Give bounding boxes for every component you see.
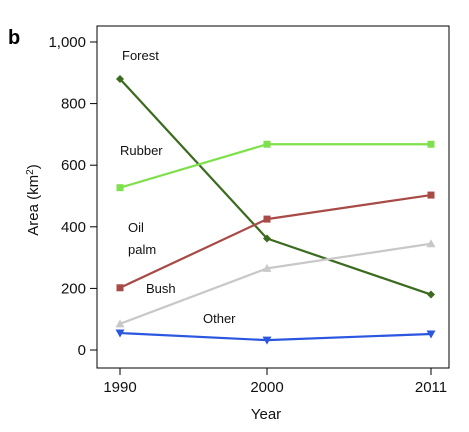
y-axis: 0 200 400 600 800 1,000 — [48, 34, 97, 359]
y-axis-title-main: Area (km — [25, 175, 42, 236]
data-point-forest — [263, 234, 271, 243]
data-point-other — [426, 330, 436, 339]
data-point-bush — [426, 239, 436, 248]
y-tick-label: 0 — [78, 342, 86, 359]
series-label-other: Other — [203, 311, 236, 326]
data-point-bush — [115, 319, 125, 328]
x-axis-title: Year — [251, 406, 281, 423]
x-axis: 1990 2000 2011 — [103, 368, 447, 396]
y-axis-title-superscript: 2 — [25, 169, 36, 175]
x-tick-label: 1990 — [103, 379, 136, 396]
data-point-forest — [116, 74, 124, 83]
series-label-oil-palm: Oil palm — [128, 220, 156, 257]
y-axis-title: Area (km2) — [25, 164, 43, 235]
y-tick-label: 400 — [61, 219, 86, 236]
data-point-bush — [262, 263, 272, 272]
data-point-other — [262, 336, 272, 345]
y-tick-label: 1,000 — [48, 34, 86, 51]
y-tick-label: 600 — [61, 157, 86, 174]
data-point-rubber — [263, 140, 271, 148]
x-tick-label: 2000 — [250, 379, 283, 396]
series-layer — [115, 74, 436, 345]
y-tick-label: 200 — [61, 280, 86, 297]
y-axis-title-end: ) — [25, 164, 42, 169]
series-line-other — [119, 331, 432, 342]
y-tick-label: 800 — [61, 96, 86, 113]
data-point-oil-palm — [263, 215, 271, 223]
data-point-oil-palm — [427, 191, 435, 199]
series-line-forest — [119, 78, 432, 296]
data-point-rubber — [427, 140, 435, 148]
series-label-layer: Forest Rubber Oil palm Bush Other — [120, 48, 236, 326]
panel-label: b — [8, 27, 20, 49]
plot-frame — [96, 25, 450, 369]
series-label-rubber: Rubber — [120, 143, 163, 158]
data-point-oil-palm — [116, 284, 124, 292]
series-line-rubber — [119, 143, 431, 189]
series-label-line: Oil — [128, 220, 144, 235]
series-label-forest: Forest — [122, 48, 159, 63]
data-point-rubber — [116, 184, 124, 192]
data-point-other — [115, 329, 125, 338]
series-label-bush: Bush — [146, 281, 176, 296]
series-label-line: palm — [128, 242, 156, 257]
data-point-forest — [427, 290, 435, 299]
x-tick-label: 2011 — [415, 379, 447, 396]
